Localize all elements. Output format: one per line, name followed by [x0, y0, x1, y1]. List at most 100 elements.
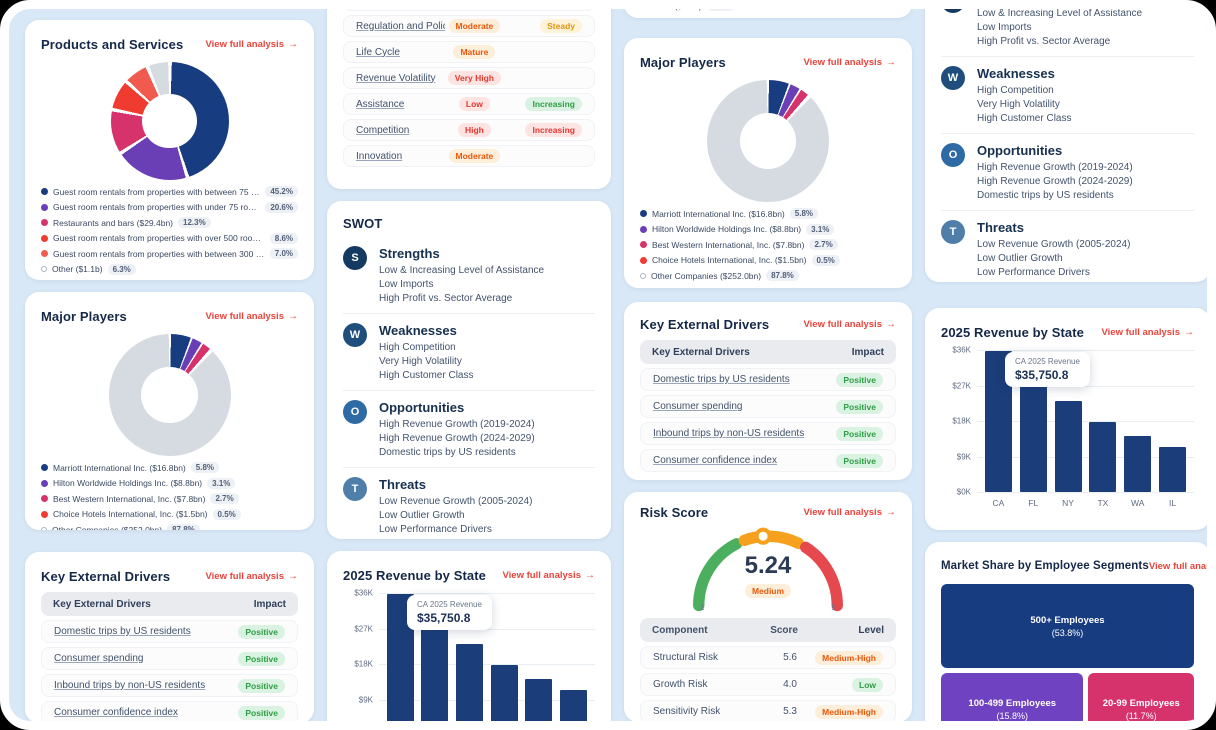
swot-section-title: Strengths — [379, 246, 440, 261]
factor-link[interactable]: Life Cycle — [356, 46, 400, 58]
bars-group — [379, 593, 595, 721]
legend-label: Other ($1.1b) — [651, 0, 702, 11]
bar-WA[interactable] — [1124, 435, 1152, 492]
factor-link[interactable]: Assistance — [356, 98, 405, 110]
bar-NY[interactable] — [456, 644, 484, 721]
driver-link[interactable]: Inbound trips by non-US residents — [54, 680, 206, 691]
view-full-analysis-link[interactable]: View full analysis → — [205, 571, 298, 582]
risk-gauge-chart: 5.24 Medium 1 9 — [678, 524, 858, 612]
driver-link[interactable]: Consumer confidence index — [653, 455, 777, 466]
swot-section-threats: T Threats Low Revenue Growth (2005-2024) Lo… — [941, 211, 1194, 282]
swot-section-title: Threats — [977, 220, 1024, 235]
products-donut-chart[interactable] — [110, 62, 229, 180]
revenue-by-state-card: 2025 Revenue by State View full analysis… — [925, 308, 1207, 530]
view-full-analysis-link[interactable]: View full analysis → — [205, 39, 298, 50]
legend-color-dot — [41, 495, 48, 502]
legend-item: Guest room rentals from properties with … — [41, 232, 298, 244]
status-pill: Positive — [836, 453, 883, 468]
bar-FL[interactable] — [1019, 383, 1047, 492]
legend-color-dot — [41, 464, 48, 471]
driver-link[interactable]: Domestic trips by US residents — [653, 374, 790, 385]
major-players-donut-chart[interactable] — [108, 334, 231, 456]
factor-link[interactable]: Regulation and Policy — [356, 20, 445, 32]
factor-link[interactable]: Competition — [356, 124, 410, 136]
view-full-analysis-link[interactable]: View full analysis → — [1148, 560, 1209, 572]
legend-pct-badge: 0.5% — [811, 254, 840, 266]
gridline — [379, 664, 595, 665]
view-full-analysis-link[interactable]: View full analysis → — [803, 319, 896, 330]
legend-label: Other Companies ($252.0bn) — [651, 270, 762, 281]
y-tick-label: $18K — [952, 416, 971, 426]
legend-label: Guest room rentals from properties with … — [53, 233, 265, 243]
factor-link[interactable]: Innovation — [356, 150, 403, 162]
legend-pct-badge: 87.8% — [766, 270, 799, 281]
treemap-block-500+-employees[interactable]: 500+ Employees (53.8%) — [941, 584, 1194, 668]
bar-IL[interactable] — [1159, 446, 1187, 492]
driver-link[interactable]: Domestic trips by US residents — [54, 626, 191, 637]
legend-label: Other Companies ($252.0bn) — [52, 524, 163, 531]
legend-color-dot — [41, 526, 47, 530]
driver-link[interactable]: Inbound trips by non-US residents — [653, 428, 805, 439]
swot-card-clipped: S W O T S Strengths Low & Increasing Level of… — [925, 0, 1207, 282]
view-full-analysis-link[interactable]: View full analysis → — [1101, 327, 1194, 338]
swot-sections: S Strengths Low & Increasing Level of Assi… — [343, 237, 595, 539]
bar-FL[interactable] — [421, 626, 449, 721]
swot-sections: S Strengths Low & Increasing Level of Assi… — [941, 0, 1194, 282]
swot-section-body: Strengths Low & Increasing Level of Assis… — [977, 0, 1142, 49]
swot-letter-badge: W — [941, 66, 965, 90]
swot-card: SWOT S Strengths Low & Increasing Level of… — [327, 201, 611, 539]
bar-WA[interactable] — [525, 678, 553, 721]
swot-item: Low Performance Drivers — [977, 267, 1090, 278]
table-row: Domestic trips by US residents Positive — [41, 620, 298, 643]
card-title: Market Share by Employee Segments — [941, 560, 1149, 572]
link-label: View full analysis — [502, 569, 581, 581]
legend-item: Choice Hotels International, Inc. ($1.5b… — [41, 508, 298, 520]
treemap-block-20-99-employees[interactable]: 20-99 Employees (11.7%) — [1088, 673, 1194, 721]
view-full-analysis-link[interactable]: View full analysis → — [502, 570, 595, 581]
clipped-pill — [538, 0, 582, 7]
view-full-analysis-link[interactable]: View full analysis → — [205, 311, 298, 322]
link-label: View full analysis — [1148, 560, 1209, 572]
view-full-analysis-link[interactable]: View full analysis → — [803, 57, 896, 68]
swot-section-title: Strengths — [977, 0, 1142, 4]
driver-link[interactable]: Consumer spending — [653, 401, 743, 412]
swot-item: High Revenue Growth (2019-2024) — [379, 419, 535, 430]
treemap-block-100-499-employees[interactable]: 100-499 Employees (15.8%) — [941, 673, 1084, 721]
driver-link[interactable]: Consumer spending — [54, 653, 144, 664]
clipped-label — [356, 0, 445, 6]
table-row: Inbound trips by non-US residents Positiv… — [41, 674, 298, 697]
table-header: Key External Drivers Impact — [640, 340, 896, 364]
legend-pct-badge: 3.1% — [207, 477, 236, 489]
driver-link[interactable]: Consumer confidence index — [54, 707, 178, 718]
swot-section-threats: T Threats Low Revenue Growth (2005-2024) Lo… — [343, 468, 595, 539]
bar-NY[interactable] — [1054, 401, 1082, 492]
bar-IL[interactable] — [560, 689, 588, 721]
table-row: Innovation Moderate — [343, 145, 595, 167]
products-legend-partial: Other ($1.1b) 6.3% — [640, 0, 896, 11]
drivers-table-body: Domestic trips by US residents Positive Co… — [41, 620, 298, 721]
legend-item: Guest room rentals from properties with … — [41, 248, 298, 259]
status-pill: Positive — [238, 678, 285, 693]
arrow-right-icon: → — [886, 318, 896, 330]
status-pill: Medium-High — [815, 704, 883, 719]
table-row: Growth Risk 4.0 Low — [640, 673, 896, 696]
legend-item: Guest room rentals from properties with … — [41, 201, 298, 213]
treemap-block-label: 500+ Employees — [1030, 614, 1105, 626]
legend-item: Best Western International, Inc. ($7.8bn… — [640, 239, 896, 250]
table-row: Consumer spending Positive — [640, 395, 896, 418]
swot-section-body: Weaknesses High Competition Very High Vola… — [379, 321, 473, 383]
y-tick-label: $0K — [956, 487, 971, 497]
table-row: Assistance Low Increasing — [343, 93, 595, 115]
legend-color-dot — [41, 510, 48, 518]
swot-item: Domestic trips by US residents — [977, 190, 1114, 201]
view-full-analysis-link[interactable]: View full analysis → — [803, 507, 896, 518]
bar-TX[interactable] — [1089, 421, 1117, 492]
bar-TX[interactable] — [490, 664, 518, 721]
swot-item: Low Imports — [379, 279, 434, 290]
major-players-donut-chart[interactable] — [707, 80, 829, 202]
gridline — [379, 699, 595, 701]
swot-letter-badge: T — [343, 477, 367, 501]
legend-item: Marriott International Inc. ($16.8bn) 5.8… — [640, 208, 896, 219]
factor-link[interactable]: Revenue Volatility — [356, 72, 436, 84]
status-pill: High — [457, 123, 491, 137]
